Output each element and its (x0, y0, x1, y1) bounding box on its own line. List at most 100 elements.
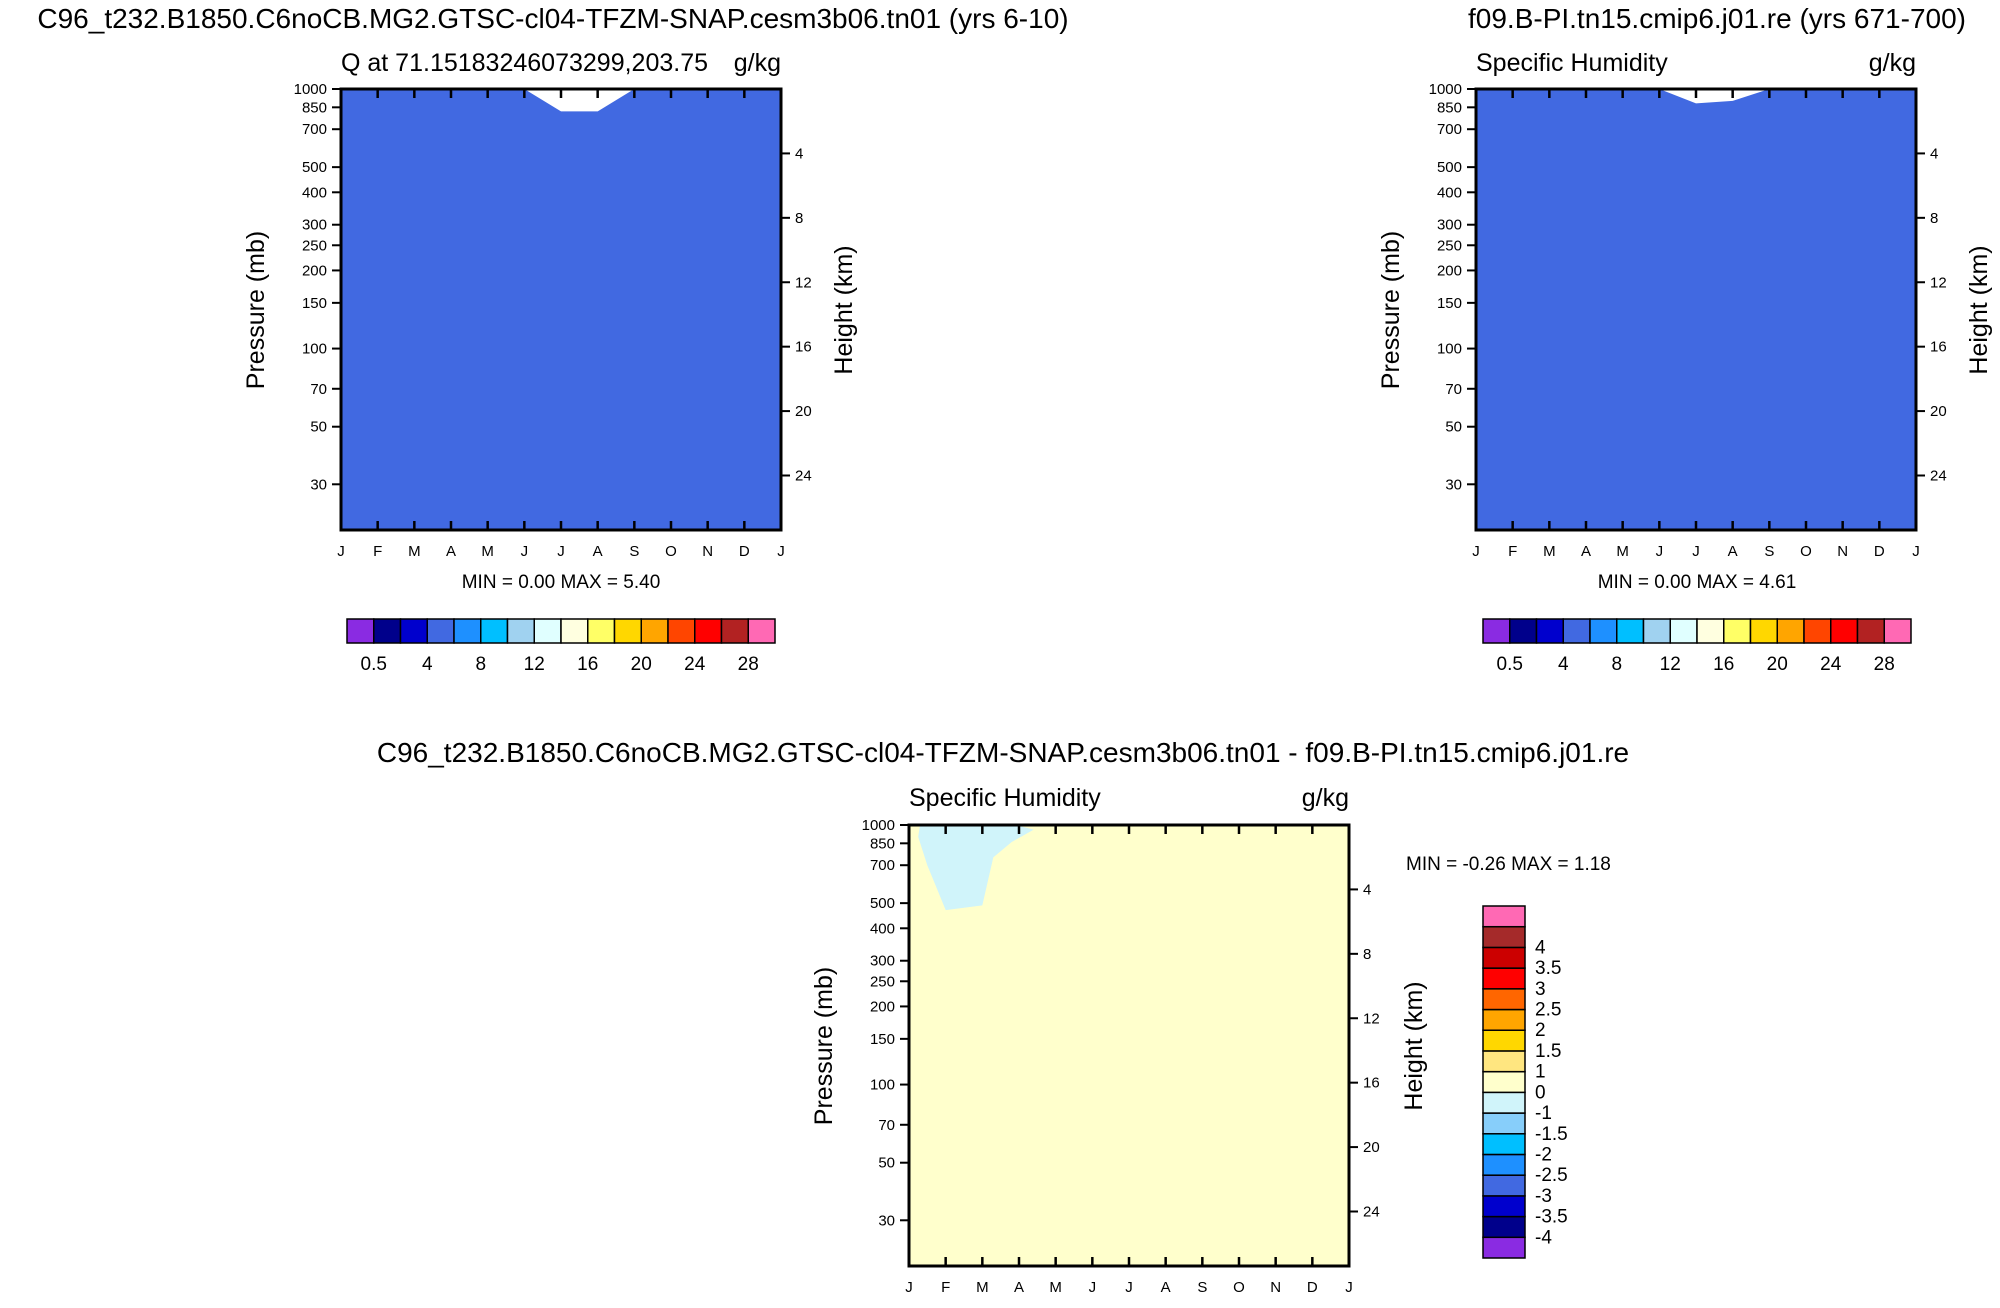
panel1-ytick-label: 50 (310, 419, 327, 436)
panel2-ytick-label: 200 (1437, 262, 1462, 279)
panel1-ytick-label: 250 (302, 237, 327, 254)
panel2-region-3 (1476, 89, 1916, 530)
panel3-ytick-label: 1000 (862, 817, 895, 834)
panel3-xtick-label: J (905, 1279, 913, 1296)
panel2-xtick-label: J (1656, 543, 1664, 560)
panel2-colorbar-box (1749, 618, 1778, 644)
panel1-ytick-label: 300 (302, 217, 327, 234)
panel1-ytick-label: 700 (302, 121, 327, 138)
panel1-colorbar-box (480, 618, 509, 644)
panel2-colorbar-label: 24 (1820, 654, 1842, 675)
panel3-left-string: Specific Humidity (909, 784, 1101, 812)
panel3-ylabel-right: Height (km) (1400, 981, 1428, 1110)
panel3-xtick-label: J (1089, 1279, 1097, 1296)
panel3-y2tick-label: 16 (1363, 1075, 1380, 1092)
panel1-ytick-label: 1000 (294, 81, 327, 98)
panel1-ytick-label: 850 (302, 99, 327, 116)
panel3-colorbar-label: -2 (1535, 1144, 1552, 1165)
panel1-ytick-label: 100 (302, 341, 327, 358)
panel3-ytick-label: 200 (870, 998, 895, 1015)
panel3-axes: J F M A M J J A S O N D J 30 50 70 100 150 200 250 300 400 500… (862, 817, 1380, 1296)
panel1-colorbar-label: 28 (738, 654, 759, 675)
panel2-colorbar-box (1589, 618, 1618, 644)
panel1-left-string: Q at 71.15183246073299,203.75 (341, 49, 708, 77)
panel1-colorbar-box (373, 618, 402, 644)
panel1-y2tick-label: 12 (795, 274, 812, 291)
panel1-xtick-label: J (337, 543, 345, 560)
panel3-colorbar-box (1482, 905, 1526, 928)
panel3-colorbar-box (1482, 1091, 1526, 1114)
panel2-xtick-label: F (1508, 543, 1517, 560)
panel1-xtick-label: J (521, 543, 529, 560)
panel3-xtick-label: S (1197, 1279, 1207, 1296)
panel2-y2tick-label: 24 (1930, 468, 1947, 485)
panel3-colorbar-label: 2 (1535, 1020, 1546, 1041)
panel1-y2tick-label: 20 (795, 403, 812, 420)
panel2-colorbar-box (1883, 618, 1912, 644)
panel3-colorbar-box (1482, 1050, 1526, 1073)
panel1-ytick-label: 150 (302, 295, 327, 312)
panel2-xtick-label: M (1616, 543, 1629, 560)
panel2-colorbar-label: 4 (1558, 654, 1569, 675)
panel1-ytick-label: 30 (310, 476, 327, 493)
panel1-xtick-label: F (373, 543, 382, 560)
panel1-xtick-label: M (408, 543, 421, 560)
panel3-xtick-label: M (976, 1279, 989, 1296)
panel3-colorbar-label: 1 (1535, 1062, 1546, 1083)
panel2-colorbar-box (1776, 618, 1805, 644)
panel1-colorbar-box (720, 618, 749, 644)
panel1-min-max: MIN = 0.00 MAX = 5.40 (462, 572, 661, 593)
panel1-ylabel-right: Height (km) (830, 245, 858, 374)
panel3-colorbar-label: 3 (1535, 979, 1546, 1000)
panel2-colorbar-label: 28 (1874, 654, 1895, 675)
panel3-xtick-label: A (1014, 1279, 1024, 1296)
panel1-colorbar-box (667, 618, 696, 644)
panel2-ytick-label: 400 (1437, 184, 1462, 201)
panel1-colorbar-box (399, 618, 428, 644)
panel3-ytick-label: 700 (870, 857, 895, 874)
panel3-colorbar-label: 3.5 (1535, 958, 1561, 979)
panel1-xtick-label: A (593, 543, 603, 560)
panel3-colorbar-label: 4 (1535, 937, 1546, 958)
panel1-colorbar-box (747, 618, 776, 644)
panel3-xtick-label: A (1161, 1279, 1171, 1296)
panel3-colorbar-label: -4 (1535, 1227, 1552, 1248)
panel1-region-3 (341, 89, 781, 530)
panel3-colorbar-label: -1 (1535, 1103, 1552, 1124)
panel2-left-string: Specific Humidity (1476, 49, 1668, 77)
panel1-colorbar-label: 20 (631, 654, 652, 675)
panel2-colorbar-box (1562, 618, 1591, 644)
panel3-colorbar-box (1482, 1153, 1526, 1176)
panel2-xtick-label: N (1837, 543, 1848, 560)
panel1-xtick-label: J (777, 543, 785, 560)
panel1-colorbar-box (587, 618, 616, 644)
panel1-xtick-label: D (739, 543, 750, 560)
panel3-colorbar-label: 2.5 (1535, 1000, 1561, 1021)
panel2-axes: J F M A M J J A S O N D J 30 50 70 100 150 200 250 300 400 500… (1429, 81, 1947, 560)
panel2-ytick-label: 30 (1445, 476, 1462, 493)
panel3-colorbar-box (1482, 967, 1526, 990)
panel3-ytick-label: 250 (870, 973, 895, 990)
panel3-xtick-label: O (1233, 1279, 1245, 1296)
panel3-title: C96_t232.B1850.C6noCB.MG2.GTSC-cl04-TFZM… (377, 737, 1629, 768)
panel2-ylabel-right: Height (km) (1965, 245, 1993, 374)
panel2-colorbar-box (1696, 618, 1725, 644)
panel3-xtick-label: D (1307, 1279, 1318, 1296)
panel1-colorbar-box (640, 618, 669, 644)
panel2-y2tick-label: 12 (1930, 274, 1947, 291)
panel1-axes: J F M A M J J A S O N D J 30 50 70 100 150 200 250 300 400 500… (294, 81, 812, 560)
panel3-y2tick-label: 24 (1363, 1204, 1380, 1221)
panel2-colorbar-box (1509, 618, 1538, 644)
panel2-ytick-label: 300 (1437, 217, 1462, 234)
panel1-colorbar-box (694, 618, 723, 644)
panel3-y2tick-label: 12 (1363, 1010, 1380, 1027)
panel1-xtick-label: M (481, 543, 494, 560)
panel1-ytick-label: 400 (302, 184, 327, 201)
panel2-xtick-label: M (1543, 543, 1556, 560)
panel3-colorbar-box (1482, 1008, 1526, 1031)
panel1-colorbar-box (426, 618, 455, 644)
panel1-xtick-label: O (665, 543, 677, 560)
panel3-colorbar-box (1482, 1112, 1526, 1135)
panel3-min-max: MIN = -0.26 MAX = 1.18 (1406, 854, 1611, 875)
